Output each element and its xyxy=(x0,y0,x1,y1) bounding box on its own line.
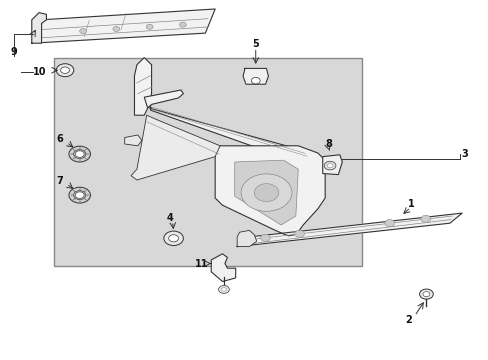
Polygon shape xyxy=(243,68,268,84)
Polygon shape xyxy=(144,90,183,108)
Circle shape xyxy=(113,27,120,31)
Circle shape xyxy=(146,24,153,29)
Circle shape xyxy=(69,146,90,162)
Text: 5: 5 xyxy=(252,39,259,49)
Circle shape xyxy=(163,231,183,246)
Polygon shape xyxy=(237,230,256,247)
Polygon shape xyxy=(134,58,151,115)
Circle shape xyxy=(75,151,84,157)
Text: 4: 4 xyxy=(166,213,173,223)
Circle shape xyxy=(384,220,394,227)
Text: 11: 11 xyxy=(194,258,208,269)
Circle shape xyxy=(56,64,74,77)
Circle shape xyxy=(260,234,270,242)
Circle shape xyxy=(221,288,226,291)
Circle shape xyxy=(218,285,229,293)
Circle shape xyxy=(251,77,260,84)
Text: 10: 10 xyxy=(33,67,47,77)
Text: 9: 9 xyxy=(10,47,17,57)
Polygon shape xyxy=(149,104,312,165)
Polygon shape xyxy=(215,146,325,236)
Text: 7: 7 xyxy=(56,176,63,186)
Circle shape xyxy=(420,215,430,222)
Circle shape xyxy=(73,190,86,200)
Circle shape xyxy=(294,230,304,238)
Text: 6: 6 xyxy=(56,134,63,144)
Circle shape xyxy=(241,174,291,211)
Text: 1: 1 xyxy=(407,199,414,210)
Circle shape xyxy=(254,184,278,202)
Bar xyxy=(54,58,361,266)
Circle shape xyxy=(80,29,86,33)
Polygon shape xyxy=(237,213,461,247)
Polygon shape xyxy=(124,135,142,146)
Polygon shape xyxy=(32,9,215,43)
Polygon shape xyxy=(32,13,46,43)
Text: 8: 8 xyxy=(325,139,331,149)
Polygon shape xyxy=(322,155,342,175)
Circle shape xyxy=(73,149,86,159)
Circle shape xyxy=(419,289,432,299)
Circle shape xyxy=(422,292,429,297)
Text: 3: 3 xyxy=(460,149,467,159)
Polygon shape xyxy=(211,254,235,282)
Text: 2: 2 xyxy=(404,315,411,325)
Circle shape xyxy=(69,187,90,203)
Circle shape xyxy=(324,161,335,170)
Circle shape xyxy=(61,67,69,73)
Circle shape xyxy=(326,163,332,168)
Circle shape xyxy=(168,235,178,242)
Polygon shape xyxy=(234,160,298,225)
Circle shape xyxy=(75,192,84,198)
Polygon shape xyxy=(131,115,220,180)
Circle shape xyxy=(179,22,186,27)
